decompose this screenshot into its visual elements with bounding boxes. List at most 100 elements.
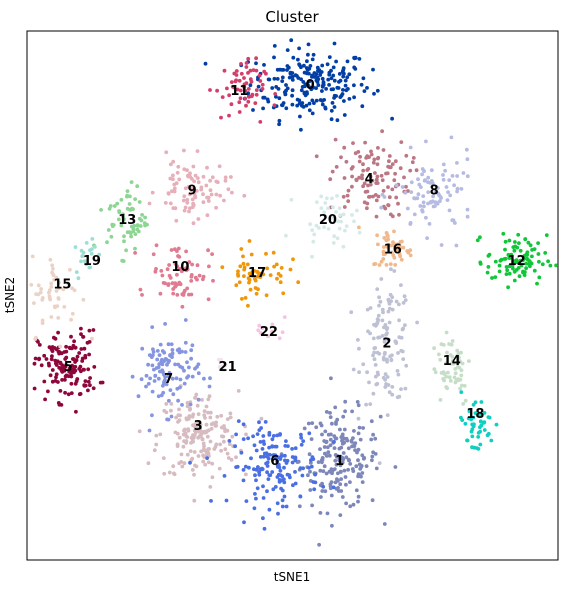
- point-cluster-9: [183, 205, 188, 210]
- point-cluster-2: [380, 318, 385, 323]
- point-cluster-17: [242, 267, 247, 272]
- point-cluster-3: [218, 442, 223, 447]
- point-cluster-2: [371, 391, 376, 396]
- point-cluster-4: [369, 152, 374, 157]
- point-cluster-6: [246, 436, 251, 441]
- point-cluster-6: [299, 442, 304, 447]
- point-cluster-17: [236, 272, 240, 276]
- point-cluster-0: [320, 102, 325, 107]
- point-cluster-5: [50, 354, 54, 359]
- point-cluster-10: [154, 243, 159, 248]
- point-cluster-4: [374, 181, 379, 186]
- point-cluster-3: [181, 444, 186, 449]
- point-cluster-2: [404, 363, 409, 368]
- point-cluster-1: [329, 480, 334, 484]
- point-cluster-20: [350, 213, 354, 217]
- point-cluster-9: [175, 170, 180, 175]
- point-cluster-17: [242, 274, 246, 278]
- point-cluster-6: [261, 434, 266, 438]
- point-cluster-4: [328, 177, 333, 182]
- point-cluster-6: [233, 444, 238, 449]
- point-cluster-0: [297, 98, 302, 103]
- point-cluster-11: [253, 101, 258, 105]
- point-cluster-5: [79, 347, 84, 351]
- point-cluster-0: [311, 52, 316, 57]
- point-cluster-13: [121, 212, 125, 217]
- point-cluster-7: [156, 376, 161, 381]
- point-cluster-1: [356, 431, 361, 436]
- point-cluster-3: [202, 409, 207, 413]
- y-axis-label: tSNE2: [3, 277, 17, 314]
- point-cluster-1: [317, 542, 321, 547]
- point-cluster-5: [69, 334, 73, 339]
- point-cluster-1: [344, 455, 349, 460]
- point-cluster-0: [300, 85, 305, 89]
- point-cluster-1: [354, 488, 359, 493]
- point-cluster-5: [50, 368, 55, 372]
- point-cluster-11: [237, 100, 242, 105]
- point-cluster-20: [330, 196, 334, 201]
- point-cluster-13: [138, 224, 143, 228]
- point-cluster-1: [370, 454, 375, 459]
- point-cluster-11: [262, 69, 267, 74]
- cluster-5-points: [32, 326, 105, 414]
- point-cluster-5: [54, 363, 59, 367]
- cluster-4-points: [314, 129, 419, 219]
- point-cluster-6: [261, 496, 266, 500]
- point-cluster-3: [188, 449, 193, 453]
- cluster-14-points: [432, 330, 471, 406]
- point-cluster-15: [29, 283, 34, 287]
- point-cluster-5: [54, 375, 58, 380]
- point-cluster-10: [163, 281, 168, 286]
- point-cluster-0: [314, 78, 319, 83]
- point-cluster-1: [326, 450, 331, 455]
- point-cluster-7: [176, 398, 181, 403]
- point-cluster-9: [191, 164, 196, 169]
- point-cluster-12: [498, 258, 503, 263]
- point-cluster-6: [282, 480, 287, 485]
- point-cluster-4: [342, 145, 347, 150]
- point-cluster-9: [171, 206, 176, 211]
- point-cluster-3: [190, 468, 195, 472]
- cluster-label-4: 4: [365, 172, 374, 187]
- point-cluster-11: [238, 96, 243, 101]
- cluster-label-19: 19: [83, 254, 101, 269]
- point-cluster-15: [51, 266, 55, 271]
- point-cluster-12: [485, 270, 490, 275]
- point-cluster-2: [390, 307, 395, 312]
- point-cluster-20: [310, 254, 314, 259]
- point-cluster-6: [283, 444, 288, 448]
- point-cluster-5: [60, 378, 64, 382]
- point-cluster-2: [371, 353, 375, 358]
- point-cluster-2: [390, 353, 394, 358]
- point-cluster-10: [154, 267, 158, 271]
- point-cluster-12: [528, 243, 533, 248]
- point-cluster-11: [237, 110, 242, 114]
- point-cluster-8: [431, 194, 435, 199]
- point-cluster-12: [497, 269, 502, 274]
- point-cluster-11: [230, 84, 235, 89]
- point-cluster-2: [356, 416, 361, 421]
- point-cluster-3: [177, 461, 182, 466]
- point-cluster-5: [37, 356, 41, 361]
- point-cluster-22: [258, 331, 263, 335]
- point-cluster-2: [399, 387, 403, 391]
- cluster-11-points: [208, 56, 278, 124]
- point-cluster-10: [160, 273, 165, 278]
- point-cluster-1: [344, 501, 348, 506]
- point-cluster-11: [227, 93, 232, 98]
- point-cluster-4: [364, 156, 369, 160]
- point-cluster-4: [366, 167, 371, 171]
- point-cluster-3: [212, 447, 217, 451]
- point-cluster-0: [248, 83, 253, 88]
- point-cluster-0: [320, 76, 325, 81]
- point-cluster-3: [195, 403, 200, 408]
- point-cluster-7: [170, 348, 175, 352]
- point-cluster-7: [169, 414, 174, 419]
- point-cluster-17: [236, 269, 240, 274]
- point-cluster-5: [72, 339, 76, 344]
- point-cluster-5: [62, 368, 67, 373]
- point-cluster-3: [158, 432, 163, 437]
- point-cluster-6: [255, 486, 260, 491]
- point-cluster-6: [267, 507, 272, 512]
